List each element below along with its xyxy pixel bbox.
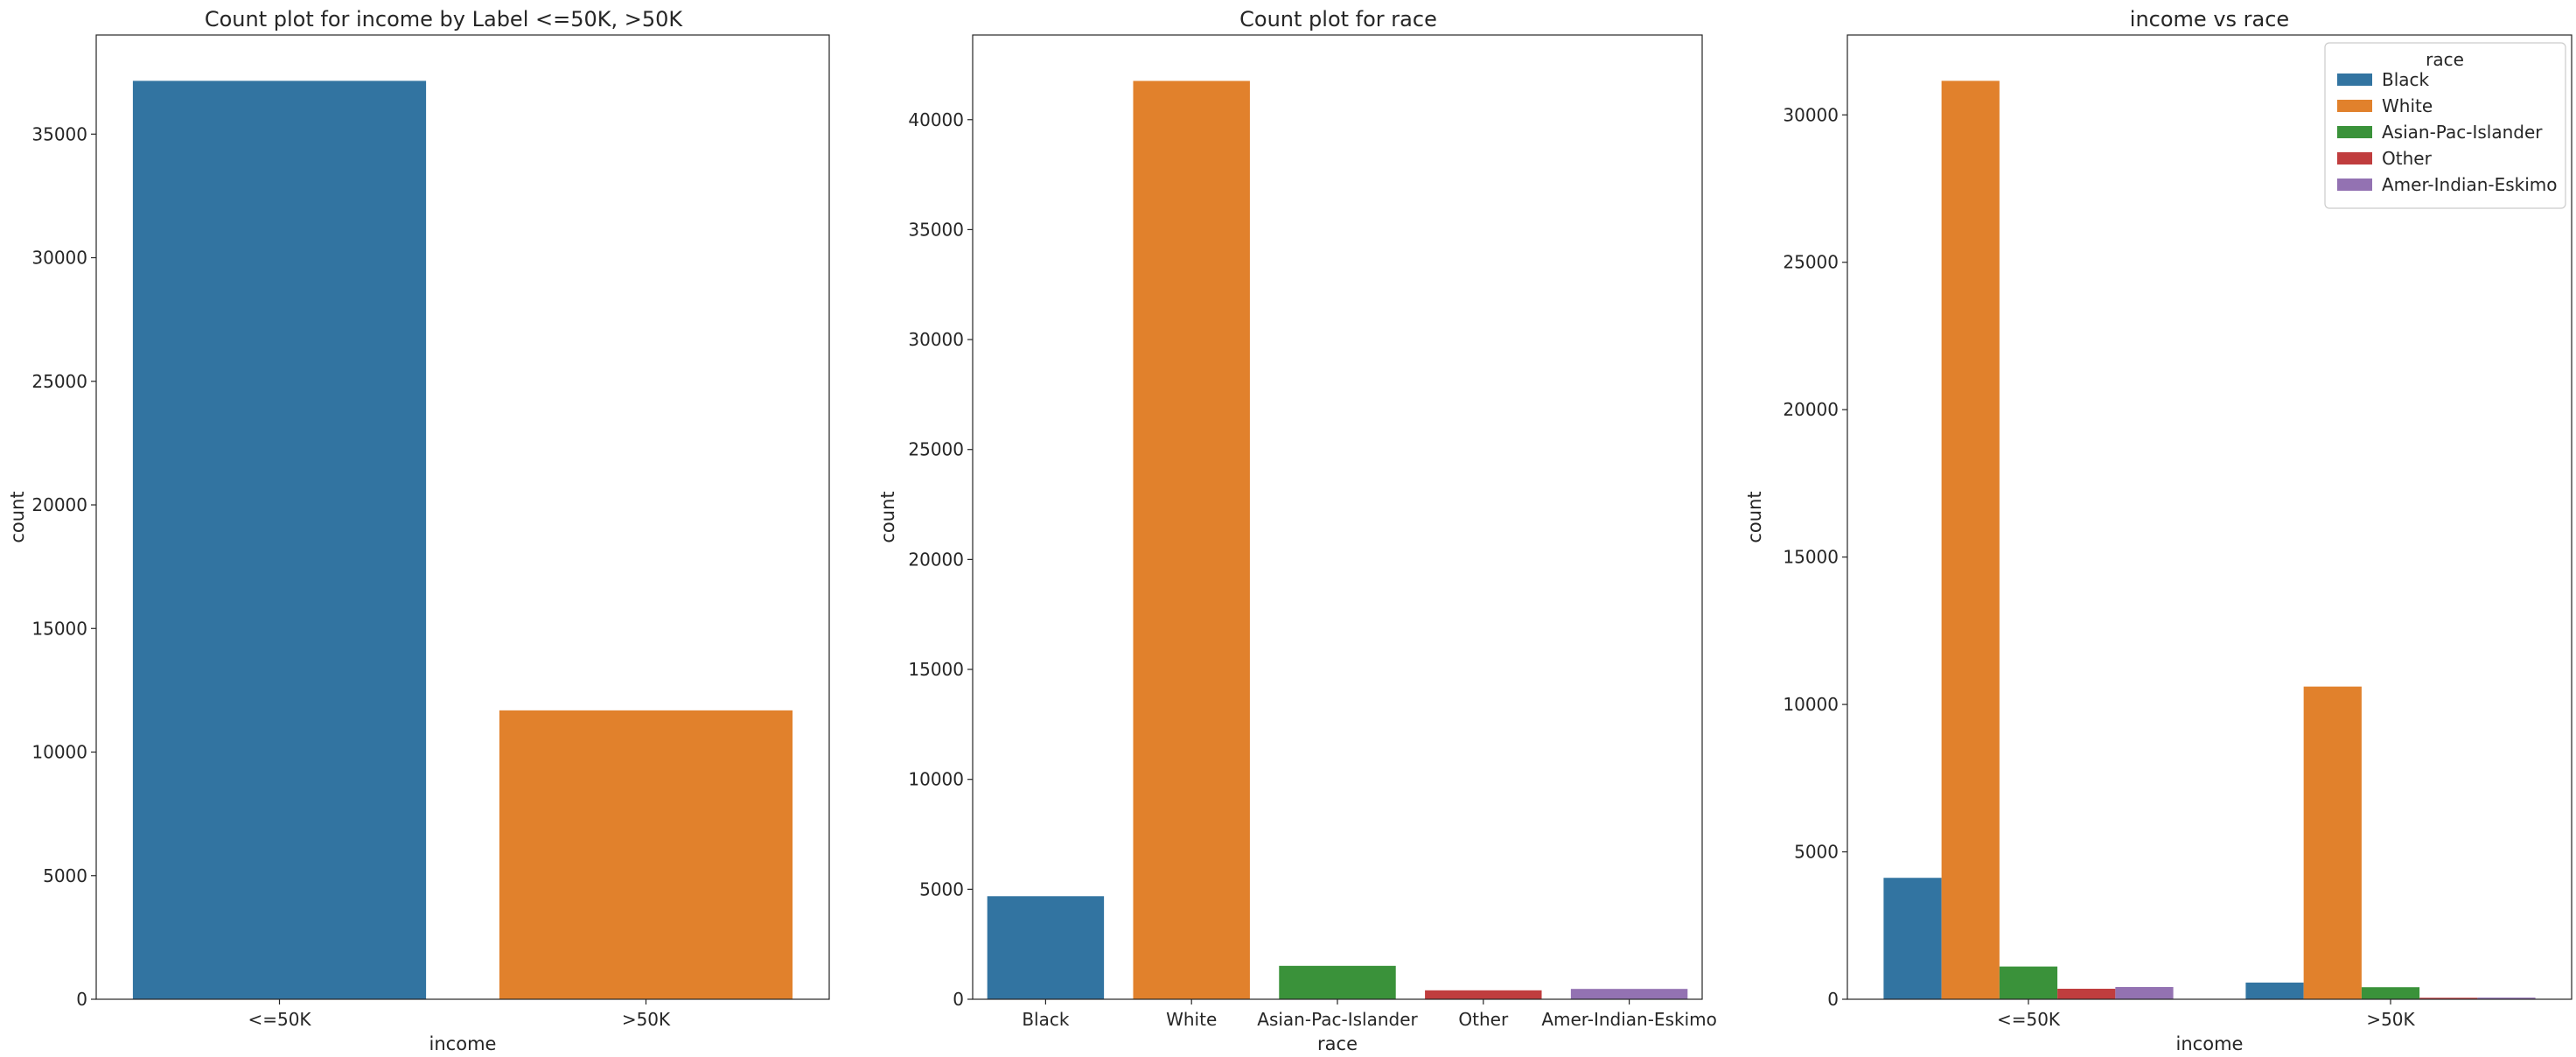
- bar-le-50k-white: [1941, 80, 2000, 1000]
- y-tick-label: 5000: [919, 878, 964, 900]
- bar-gt-50k-asian-pac-islander: [2361, 987, 2420, 999]
- legend-label-amer-indian-eskimo: Amer-Indian-Eskimo: [2382, 174, 2558, 195]
- bar-le-50k-amer-indian-eskimo: [2115, 987, 2174, 999]
- x-axis-label: income: [2176, 1033, 2244, 1054]
- x-tick-label-white: White: [1166, 1009, 1217, 1030]
- y-tick-label: 30000: [908, 329, 964, 350]
- y-tick-label: 25000: [31, 371, 87, 392]
- bars: [132, 80, 793, 999]
- legend-swatch-other: [2337, 152, 2372, 164]
- y-tick-label: 20000: [1783, 399, 1839, 420]
- y-ticks: 0 5000 10000 15000 20000 25000 30000: [1783, 104, 1847, 1010]
- bar-gt-50k-white: [2303, 686, 2362, 999]
- bar-gt-50k: [499, 710, 793, 999]
- y-tick-label: 25000: [908, 439, 964, 460]
- legend-swatch-black: [2337, 74, 2372, 86]
- bar-white: [1133, 80, 1250, 1000]
- x-tick-label-le-50k: <=50K: [1997, 1009, 2061, 1030]
- bar-asian-pac-islander: [1279, 965, 1396, 999]
- bars: [1883, 80, 2536, 1000]
- plot-frame: [972, 34, 1703, 1000]
- x-tick-label-amer-indian-eskimo: Amer-Indian-Eskimo: [1541, 1009, 1717, 1030]
- y-tick-label: 10000: [31, 742, 87, 763]
- bar-gt-50k-other: [2419, 998, 2478, 999]
- legend-label-white: White: [2382, 95, 2433, 116]
- y-tick-label: 5000: [1794, 842, 1839, 863]
- y-tick-label: 5000: [43, 865, 87, 886]
- y-tick-label: 35000: [908, 219, 964, 240]
- legend-box: [2324, 42, 2566, 209]
- x-tick-label-gt-50k: >50K: [622, 1009, 671, 1030]
- y-tick-label: 10000: [908, 769, 964, 790]
- bar-gt-50k-amer-indian-eskimo: [2477, 998, 2536, 999]
- y-tick-label: 35000: [31, 123, 87, 144]
- y-tick-label: 15000: [31, 618, 87, 639]
- bars: [987, 80, 1688, 1000]
- y-tick-label: 30000: [1783, 104, 1839, 125]
- legend-swatch-white: [2337, 100, 2372, 112]
- legend: race Black White Asian-Pac-Islander Other Am…: [2324, 42, 2566, 209]
- y-tick-label: 20000: [31, 494, 87, 515]
- legend-label-asian-pac-islander: Asian-Pac-Islander: [2382, 122, 2543, 143]
- x-tick-label-other: Other: [1458, 1009, 1509, 1030]
- bar-other: [1425, 990, 1542, 999]
- bar-le-50k-other: [2057, 989, 2116, 999]
- chart-title: Count plot for income by Label <=50K, >5…: [205, 7, 684, 32]
- chart-panel-income: Count plot for income by Label <=50K, >5…: [7, 7, 830, 1054]
- x-axis-label: income: [429, 1033, 497, 1054]
- chart-title: Count plot for race: [1239, 7, 1437, 32]
- chart-panel-race: Count plot for race 0 5000 10000 15000 20000…: [877, 7, 1717, 1054]
- y-tick-label: 25000: [1783, 252, 1839, 273]
- legend-swatch-asian-pac-islander: [2337, 126, 2372, 138]
- legend-title: race: [2426, 49, 2464, 70]
- y-tick-label: 0: [76, 989, 87, 1010]
- plot-frame: [95, 34, 830, 1000]
- bar-amer-indian-eskimo: [1570, 989, 1688, 999]
- legend-swatch-amer-indian-eskimo: [2337, 178, 2372, 191]
- bar-le-50k-black: [1883, 878, 1942, 999]
- bar-gt-50k-black: [2245, 982, 2304, 999]
- x-ticks: <=50K >50K: [248, 999, 671, 1030]
- x-tick-label-gt-50k: >50K: [2366, 1009, 2415, 1030]
- y-axis-label: count: [877, 491, 898, 542]
- x-axis-label: race: [1317, 1033, 1358, 1054]
- legend-label-black: Black: [2382, 69, 2430, 90]
- x-ticks: <=50K >50K: [1997, 999, 2416, 1030]
- y-tick-label: 40000: [908, 109, 964, 130]
- y-axis-label: count: [7, 491, 28, 542]
- x-ticks: Black White Asian-Pac-Islander Other Amer-In…: [1022, 999, 1717, 1030]
- bar-le-50k-asian-pac-islander: [1999, 966, 2058, 999]
- x-tick-label-le-50k: <=50K: [248, 1009, 311, 1030]
- legend-items: Black White Asian-Pac-Islander Other Amer-In…: [2337, 69, 2558, 195]
- y-tick-label: 0: [1827, 989, 1839, 1010]
- chart-title: income vs race: [2130, 7, 2289, 32]
- y-tick-label: 10000: [1783, 694, 1839, 715]
- x-tick-label-asian-pac-islander: Asian-Pac-Islander: [1257, 1009, 1418, 1030]
- y-tick-label: 0: [953, 989, 964, 1010]
- y-tick-label: 20000: [908, 549, 964, 570]
- y-tick-label: 30000: [31, 248, 87, 269]
- legend-label-other: Other: [2382, 148, 2433, 169]
- y-ticks: 0 5000 10000 15000 20000 25000 30000 35000: [31, 123, 96, 1010]
- bar-black: [987, 896, 1105, 999]
- y-axis-label: count: [1744, 491, 1765, 542]
- plot-frame: [1846, 34, 2573, 1000]
- chart-panel-income-vs-race: income vs race 0 5000 10000 15000 20000 25000…: [1744, 7, 2573, 1054]
- y-tick-label: 15000: [1783, 547, 1839, 568]
- y-tick-label: 15000: [908, 659, 964, 680]
- y-ticks: 0 5000 10000 15000 20000 25000 30000 35000 40000: [908, 109, 973, 1010]
- x-tick-label-black: Black: [1022, 1009, 1070, 1030]
- bar-le-50k: [132, 80, 427, 999]
